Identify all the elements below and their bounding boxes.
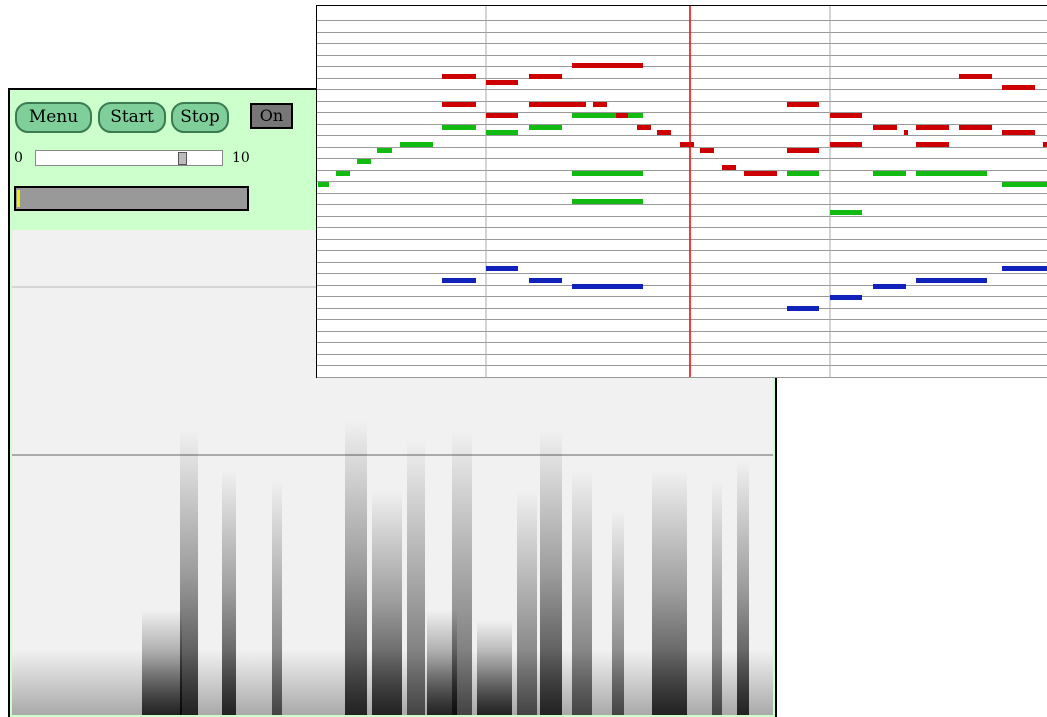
start-button[interactable]: Start [98, 102, 166, 133]
slider-min-label: 0 [14, 150, 23, 166]
slider-track[interactable] [35, 150, 223, 166]
piano-roll [316, 5, 1047, 379]
progress-bar [14, 186, 249, 211]
slider-thumb[interactable] [178, 152, 187, 165]
progress-fill [17, 190, 20, 207]
stop-button[interactable]: Stop [171, 102, 229, 133]
toggle-button[interactable]: On [250, 103, 293, 129]
app-window: Menu Start Stop On 0 10 [0, 0, 1047, 717]
slider-max-label: 10 [232, 150, 250, 166]
menu-button[interactable]: Menu [15, 102, 92, 133]
